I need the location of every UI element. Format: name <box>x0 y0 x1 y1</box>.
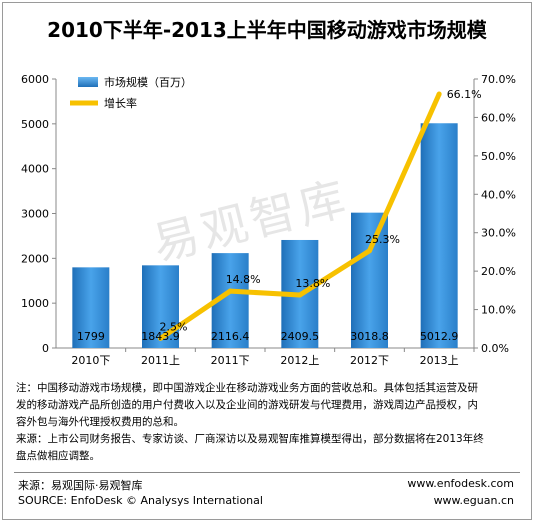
bar <box>351 212 388 348</box>
y-right-tick-label: 70.0% <box>481 73 516 86</box>
y-right-tick-label: 20.0% <box>481 265 516 278</box>
bar-value-label: 1799 <box>77 330 105 343</box>
bar <box>72 267 110 348</box>
y-right-tick-label: 10.0% <box>481 304 516 317</box>
x-tick-label: 2012上 <box>280 354 319 367</box>
growth-rate-label: 66.1% <box>447 88 482 101</box>
chart-svg: 0 1000 2000 3000 4000 5000 6000 0.0% 10.0% 20.0% 3… <box>21 73 516 367</box>
x-tick-label: 2012下 <box>350 354 389 367</box>
growth-rate-point <box>227 288 233 294</box>
footnote-line: 容外包与海外代理授权费用的总和。 <box>16 416 184 428</box>
legend-bar-swatch <box>78 77 98 87</box>
growth-rate-point <box>297 292 303 298</box>
legend-line-label: 增长率 <box>104 96 137 110</box>
y-left-tick-label: 3000 <box>21 208 49 221</box>
footnote-line: 发的移动游戏产品所创造的用户付费收入以及企业间的游戏研发与代理费用，游戏周边产品… <box>16 399 478 411</box>
footer-source-cn: 来源：易观国际·易观智库 <box>18 479 143 492</box>
growth-rate-point <box>436 91 442 97</box>
y-left-tick-label: 6000 <box>21 73 49 86</box>
x-tick-label: 2011上 <box>141 354 180 367</box>
x-tick-label: 2011下 <box>211 354 250 367</box>
legend-bar-label: 市场规模（百万） <box>104 75 192 89</box>
chart-title: 2010下半年-2013上半年中国移动游戏市场规模 <box>47 18 487 42</box>
bar <box>142 265 179 348</box>
y-left-tick-label: 5000 <box>21 118 49 131</box>
y-right-tick-label: 0.0% <box>481 342 509 355</box>
footer-url-eguan: www.eguan.cn <box>433 494 514 507</box>
y-right-tick-label: 40.0% <box>481 188 516 201</box>
growth-rate-point <box>367 248 372 254</box>
bar-value-label: 2409.5 <box>281 330 320 343</box>
footer-divider <box>14 472 520 473</box>
growth-rate-label: 14.8% <box>226 273 261 286</box>
y-right-tick-label: 50.0% <box>481 150 516 163</box>
y-left-tick-label: 2000 <box>21 252 49 265</box>
y-left-tick-label: 1000 <box>21 297 49 310</box>
bar-value-label: 2116.4 <box>211 330 250 343</box>
growth-rate-point <box>158 335 163 341</box>
footnote: 注：中国移动游戏市场规模，即中国游戏企业在移动游戏业务方面的营收总和。具体包括其… <box>16 380 521 465</box>
y-right-tick-label: 30.0% <box>481 227 516 240</box>
bar-value-label: 1843.9 <box>141 330 180 343</box>
growth-rate-label: 2.5% <box>160 320 188 333</box>
footnote-line: 盘点做相应调整。 <box>16 450 100 462</box>
x-tick-label: 2013上 <box>420 354 459 367</box>
y-left-tick-label: 0 <box>42 342 49 355</box>
footnote-line: 来源：上市公司财务报告、专家访谈、厂商深访以及易观智库推算模型得出，部分数据将在… <box>16 433 484 445</box>
footnote-line: 注：中国移动游戏市场规模，即中国游戏企业在移动游戏业务方面的营收总和。具体包括其… <box>16 382 478 394</box>
growth-rate-label: 25.3% <box>365 233 400 246</box>
y-right-tick-label: 60.0% <box>481 111 516 124</box>
bar-value-label: 5012.9 <box>420 330 459 343</box>
x-tick-label: 2010下 <box>71 354 110 367</box>
footer-url-enfodesk: www.enfodesk.com <box>407 477 514 490</box>
growth-rate-label: 13.8% <box>295 277 330 290</box>
bar-value-label: 3018.8 <box>350 330 389 343</box>
footer-source-en: SOURCE: EnfoDesk © Analysys Internationa… <box>18 494 263 507</box>
y-left-tick-label: 4000 <box>21 163 49 176</box>
bar <box>420 123 458 349</box>
